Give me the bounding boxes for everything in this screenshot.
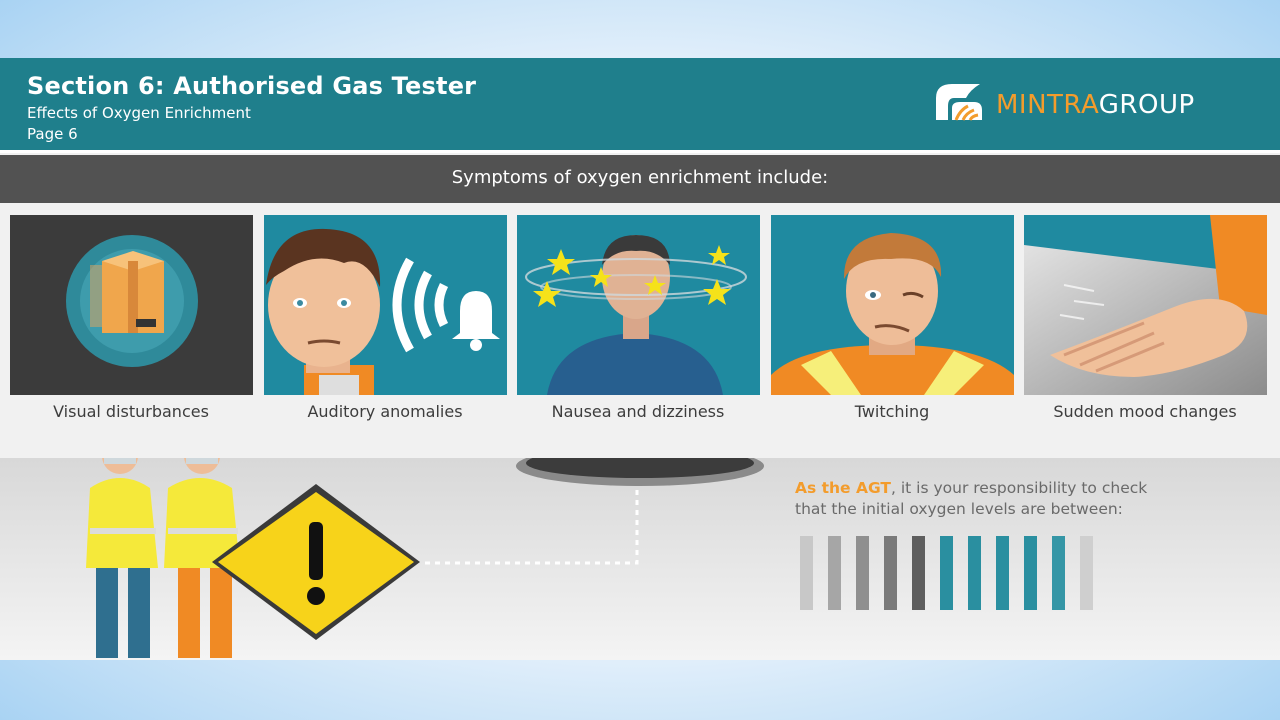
- slide: Section 6: Authorised Gas Tester Effects…: [0, 58, 1280, 660]
- symptom-label-visual: Visual disturbances: [53, 402, 209, 421]
- warning-sign-icon: [212, 484, 420, 640]
- level-bar: [1024, 536, 1037, 610]
- symptom-label-nausea: Nausea and dizziness: [551, 402, 725, 421]
- level-bar: [1052, 536, 1065, 610]
- header-divider: [0, 150, 1280, 153]
- symptom-card-twitching: [771, 215, 1014, 395]
- mintra-logo-icon: [936, 84, 982, 121]
- level-bar: [996, 536, 1009, 610]
- level-bar: [940, 536, 953, 610]
- symptom-card-nausea: [517, 215, 760, 395]
- oxygen-level-bars: [800, 536, 1100, 610]
- lower-illustration: [0, 458, 1280, 660]
- level-bar: [912, 536, 925, 610]
- level-bar: [828, 536, 841, 610]
- dizzy-stars-image: [517, 215, 760, 395]
- symptoms-banner: Symptoms of oxygen enrichment include:: [0, 155, 1280, 203]
- manhole-icon: [516, 458, 764, 486]
- workers-illustration: [86, 458, 240, 658]
- level-bar: [968, 536, 981, 610]
- bell-sound-image: [264, 215, 507, 395]
- level-bar: [1080, 536, 1093, 610]
- twitching-face-image: [771, 215, 1014, 395]
- hand-slam-image: [1024, 215, 1267, 395]
- agt-highlight: As the AGT: [795, 479, 891, 497]
- level-bar: [800, 536, 813, 610]
- symptom-card-visual: [10, 215, 253, 395]
- level-bar: [884, 536, 897, 610]
- symptom-card-mood: [1024, 215, 1267, 395]
- header-bar: Section 6: Authorised Gas Tester Effects…: [0, 58, 1280, 150]
- level-bar: [856, 536, 869, 610]
- mintra-logo: MINTRAGROUP: [930, 80, 1250, 128]
- page-title: Section 6: Authorised Gas Tester: [27, 72, 477, 100]
- symptom-card-auditory: [264, 215, 507, 395]
- symptom-label-auditory: Auditory anomalies: [307, 402, 463, 421]
- blurred-box-image: [10, 215, 253, 395]
- symptom-label-twitching: Twitching: [854, 402, 930, 421]
- symptoms-heading: Symptoms of oxygen enrichment include:: [451, 167, 829, 188]
- logo-wordmark: MINTRAGROUP: [996, 90, 1195, 120]
- page-subtitle: Effects of Oxygen Enrichment: [27, 104, 251, 122]
- responsibility-text: As the AGT, it is your responsibility to…: [795, 479, 1148, 518]
- page-number: Page 6: [27, 125, 78, 143]
- symptom-label-mood: Sudden mood changes: [1053, 402, 1237, 421]
